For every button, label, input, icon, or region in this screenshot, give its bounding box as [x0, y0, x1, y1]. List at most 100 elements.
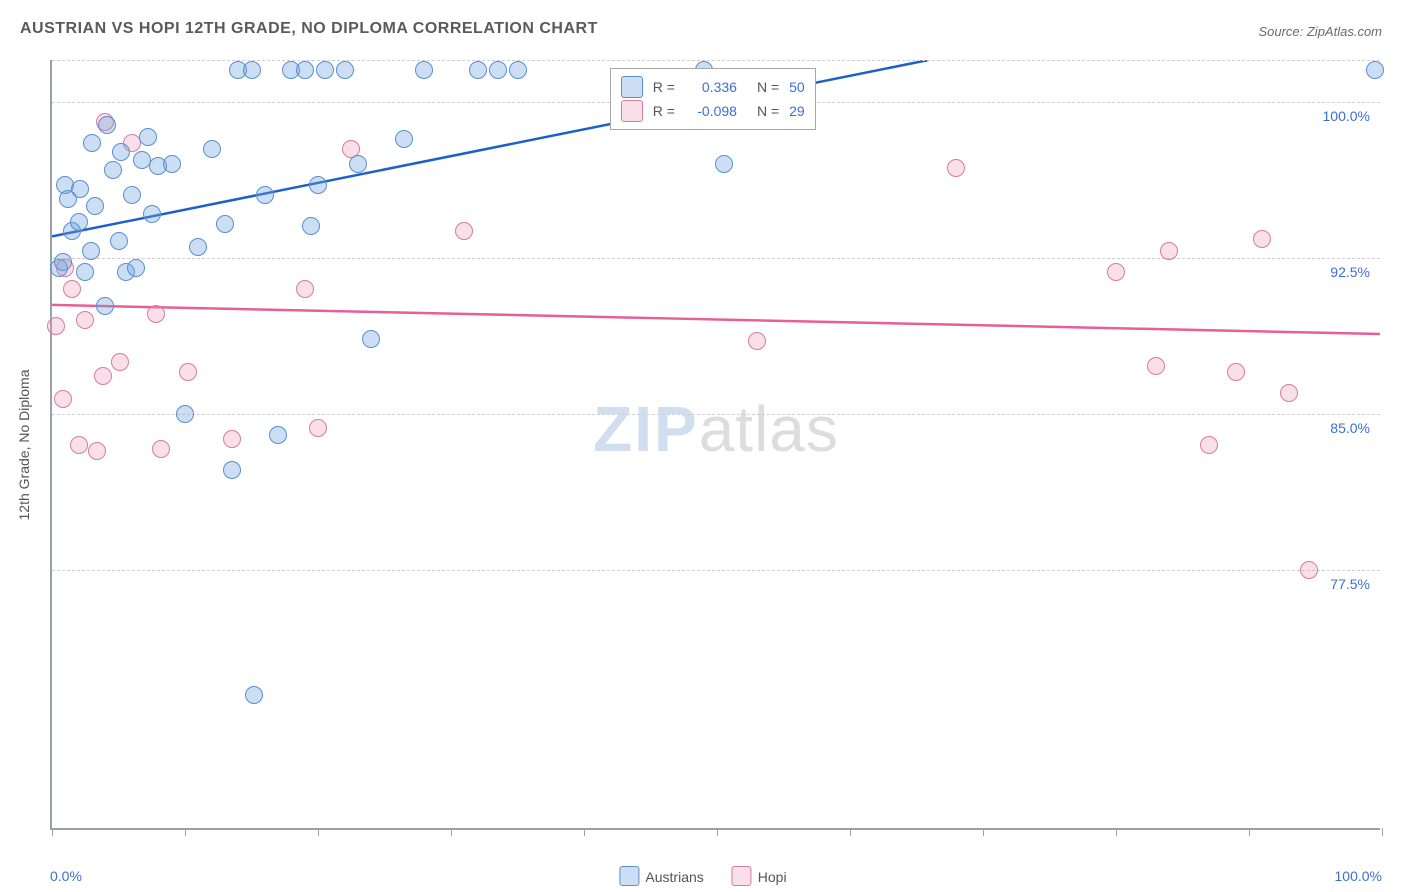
- austrian-point: [349, 155, 367, 173]
- austrian-point: [469, 61, 487, 79]
- austrian-point: [110, 232, 128, 250]
- hopi-point: [1280, 384, 1298, 402]
- austrian-point: [104, 161, 122, 179]
- x-tick: [52, 828, 53, 836]
- legend-swatch: [621, 100, 643, 122]
- gridline: [52, 414, 1380, 415]
- hopi-point: [111, 353, 129, 371]
- austrian-point: [316, 61, 334, 79]
- x-tick: [717, 828, 718, 836]
- legend-n-label: N =: [757, 99, 779, 123]
- austrian-point: [189, 238, 207, 256]
- x-tick: [983, 828, 984, 836]
- hopi-point: [1107, 263, 1125, 281]
- hopi-point: [94, 367, 112, 385]
- watermark: ZIPatlas: [593, 392, 839, 466]
- legend-r-label: R =: [653, 99, 675, 123]
- austrian-point: [71, 180, 89, 198]
- hopi-trend-line: [52, 305, 1380, 334]
- x-tick: [850, 828, 851, 836]
- x-tick: [185, 828, 186, 836]
- austrian-point: [176, 405, 194, 423]
- hopi-point: [70, 436, 88, 454]
- chart-title: AUSTRIAN VS HOPI 12TH GRADE, NO DIPLOMA …: [20, 20, 598, 38]
- austrian-point: [54, 253, 72, 271]
- correlation-legend: R =0.336N =50R =-0.098N =29: [610, 68, 816, 130]
- austrian-point: [415, 61, 433, 79]
- austrian-point: [143, 205, 161, 223]
- x-axis-max-label: 100.0%: [1335, 868, 1382, 884]
- austrian-point: [83, 134, 101, 152]
- austrian-point: [269, 426, 287, 444]
- austrian-point: [395, 130, 413, 148]
- austrian-point: [163, 155, 181, 173]
- hopi-point: [147, 305, 165, 323]
- x-tick: [1382, 828, 1383, 836]
- x-tick: [1249, 828, 1250, 836]
- hopi-point: [1227, 363, 1245, 381]
- austrian-point: [302, 217, 320, 235]
- legend-label: Austrians: [645, 869, 703, 885]
- austrian-point: [243, 61, 261, 79]
- x-ticks: [52, 828, 1380, 836]
- source-label: Source: ZipAtlas.com: [1258, 24, 1382, 39]
- x-axis-min-label: 0.0%: [50, 868, 82, 884]
- austrian-point: [256, 186, 274, 204]
- hopi-point: [88, 442, 106, 460]
- y-tick-label: 85.0%: [1326, 420, 1370, 436]
- hopi-point: [47, 317, 65, 335]
- hopi-point: [1300, 561, 1318, 579]
- austrian-point: [70, 213, 88, 231]
- plot-area: ZIPatlas 77.5%85.0%92.5%100.0%R =0.336N …: [50, 60, 1380, 830]
- hopi-point: [296, 280, 314, 298]
- x-tick: [318, 828, 319, 836]
- legend-swatch: [621, 76, 643, 98]
- hopi-point: [54, 390, 72, 408]
- y-tick-label: 92.5%: [1326, 264, 1370, 280]
- legend-row: R =0.336N =50: [621, 75, 805, 99]
- hopi-point: [63, 280, 81, 298]
- y-axis-title: 12th Grade, No Diploma: [16, 370, 32, 521]
- hopi-point: [1253, 230, 1271, 248]
- austrian-point: [216, 215, 234, 233]
- x-tick: [584, 828, 585, 836]
- x-tick: [451, 828, 452, 836]
- gridline: [52, 570, 1380, 571]
- austrian-point: [82, 242, 100, 260]
- austrian-point: [489, 61, 507, 79]
- hopi-point: [1200, 436, 1218, 454]
- austrian-point: [98, 116, 116, 134]
- austrian-point: [336, 61, 354, 79]
- legend-r-label: R =: [653, 75, 675, 99]
- austrian-point: [309, 176, 327, 194]
- watermark-atlas: atlas: [699, 393, 839, 465]
- austrian-point: [296, 61, 314, 79]
- legend-n-value: 50: [789, 75, 805, 99]
- austrian-point: [76, 263, 94, 281]
- hopi-point: [748, 332, 766, 350]
- austrian-point: [96, 297, 114, 315]
- austrian-point: [203, 140, 221, 158]
- y-tick-label: 100.0%: [1319, 108, 1370, 124]
- austrian-point: [715, 155, 733, 173]
- gridline: [52, 258, 1380, 259]
- trend-lines: [52, 60, 1380, 828]
- bottom-legend: AustriansHopi: [619, 866, 786, 886]
- legend-swatch: [732, 866, 752, 886]
- austrian-point: [509, 61, 527, 79]
- hopi-point: [309, 419, 327, 437]
- hopi-point: [455, 222, 473, 240]
- legend-r-value: -0.098: [685, 99, 737, 123]
- austrian-point: [127, 259, 145, 277]
- legend-n-label: N =: [757, 75, 779, 99]
- austrian-point: [223, 461, 241, 479]
- hopi-point: [1147, 357, 1165, 375]
- watermark-zip: ZIP: [593, 393, 699, 465]
- x-tick: [1116, 828, 1117, 836]
- austrian-point: [86, 197, 104, 215]
- hopi-point: [76, 311, 94, 329]
- legend-n-value: 29: [789, 99, 805, 123]
- legend-item: Austrians: [619, 866, 703, 886]
- austrian-point: [112, 143, 130, 161]
- y-tick-label: 77.5%: [1326, 576, 1370, 592]
